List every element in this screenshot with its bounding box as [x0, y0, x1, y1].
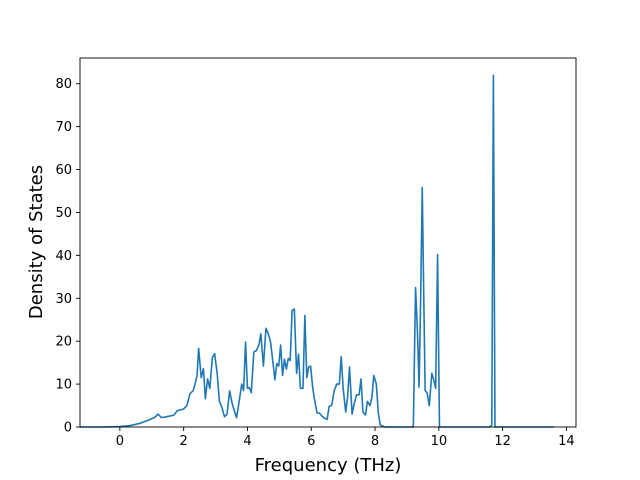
y-tick-label: 80: [55, 77, 72, 92]
series-layer: [80, 74, 554, 428]
y-tick-label: 70: [55, 120, 72, 135]
x-tick-label: 8: [371, 434, 379, 449]
x-axis-title: Frequency (THz): [255, 455, 402, 476]
y-tick-label: 10: [55, 378, 72, 393]
x-tick-label: 10: [431, 434, 448, 449]
y-axis-title: Density of States: [26, 165, 47, 319]
y-tick-label: 20: [55, 335, 72, 350]
plot-area: [80, 58, 576, 427]
dos-series-line: [80, 74, 554, 428]
x-tick-label: 2: [180, 434, 188, 449]
y-tick-label: 30: [55, 292, 72, 307]
y-tick-label: 0: [64, 421, 72, 436]
x-tick-label: 12: [494, 434, 511, 449]
y-tick-layer: 0 10 20 30 40 50 60 70 80: [55, 77, 80, 436]
x-tick-label: 6: [307, 434, 315, 449]
x-tick-label: 14: [558, 434, 575, 449]
y-tick-label: 60: [55, 163, 72, 178]
y-tick-label: 50: [55, 206, 72, 221]
x-tick-layer: 0 2 4 6 8 10 12 14: [116, 427, 575, 449]
axes-layer: [79, 57, 577, 428]
x-tick-label: 4: [243, 434, 251, 449]
y-tick-label: 40: [55, 249, 72, 264]
x-tick-label: 0: [116, 434, 124, 449]
axes-frame: [79, 57, 577, 428]
